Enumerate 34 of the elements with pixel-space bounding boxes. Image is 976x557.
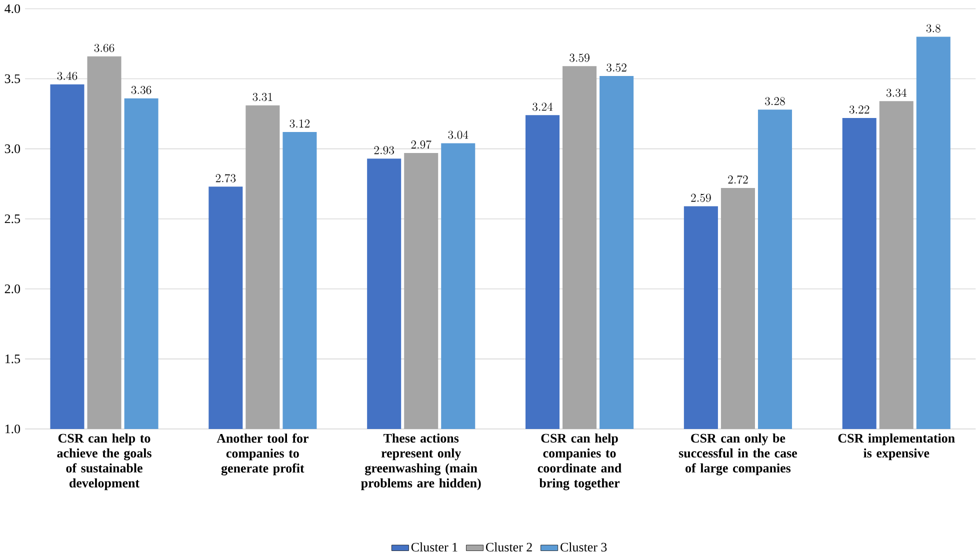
y-tick-label: 2.5 [4, 214, 20, 224]
data-label: 3.59 [570, 54, 590, 62]
data-label: 3.24 [532, 102, 553, 111]
data-label: 3.22 [849, 105, 870, 114]
x-tick-label: CSR can help to achieve the goals of sustainable development [57, 433, 152, 490]
data-label: 2.73 [216, 174, 236, 182]
data-label: 3.52 [606, 63, 626, 72]
y-tick-label: 1.5 [5, 354, 20, 364]
legend-label: Cluster 1 [411, 542, 458, 552]
data-label: 2.97 [411, 140, 432, 149]
data-label: 3.28 [765, 96, 785, 106]
legend-label: Cluster 3 [560, 542, 607, 552]
data-label: 3.66 [94, 44, 114, 52]
x-tick-label: CSR can only be successful in the case of large companies [678, 433, 797, 476]
y-tick-label: 4.0 [4, 4, 20, 13]
data-label: 3.34 [886, 88, 906, 97]
y-tick-label: 1.0 [5, 424, 20, 434]
y-tick-label: 3.0 [4, 144, 20, 154]
data-label: 2.93 [374, 146, 394, 154]
legend-label: Cluster 2 [486, 542, 532, 552]
data-label: 3.04 [448, 130, 468, 139]
y-tick-label: 3.5 [4, 74, 20, 83]
data-label: 2.59 [691, 194, 711, 202]
data-label: 3.46 [57, 72, 78, 80]
x-tick-label: CSR implementation is expensive [838, 433, 955, 460]
data-label: 3.8 [926, 24, 940, 32]
data-label: 2.72 [728, 175, 748, 184]
x-tick-label: CSR can help companies to coordinate and bring together [538, 433, 622, 490]
data-label: 3. 12 [290, 119, 310, 128]
data-label: 3.36 [131, 86, 152, 94]
data-label: 3.31 [252, 92, 272, 101]
y-tick-label: 2.0 [4, 284, 20, 294]
x-tick-label: These actions represent only greenwashing (main problems are hidden) [361, 433, 481, 490]
x-tick-label: Another tool for companies to generate profit [216, 433, 308, 476]
